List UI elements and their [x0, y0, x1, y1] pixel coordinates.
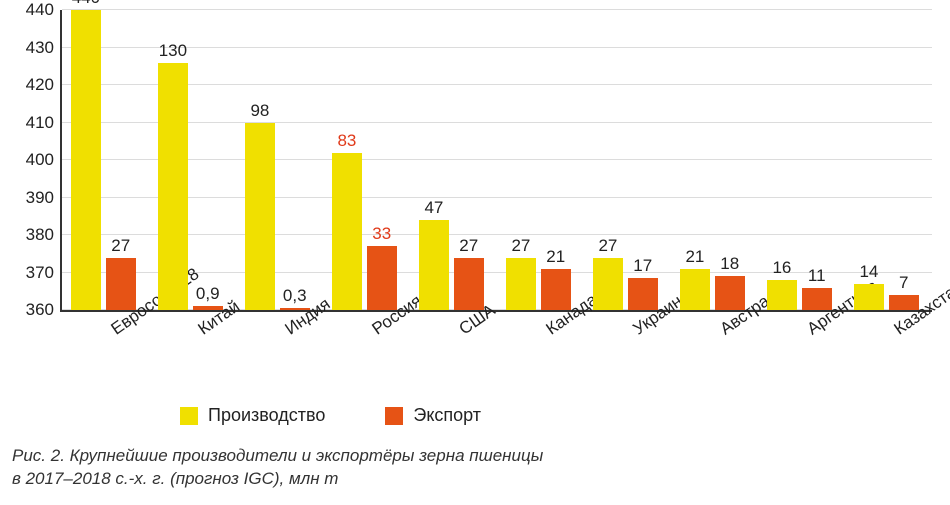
y-tick-label: 390: [26, 188, 62, 208]
bar-group: 4727США: [410, 10, 497, 310]
bar-group: 2118Австралия: [671, 10, 758, 310]
legend-item-production: Производство: [180, 405, 325, 426]
category-label: Китай: [194, 318, 213, 339]
category-label: Украина: [629, 318, 648, 339]
bar-group: 2721Канада: [497, 10, 584, 310]
y-tick-label: 410: [26, 113, 62, 133]
bar-group: 1611Аргентина: [758, 10, 845, 310]
plot-area: 36037038039040041042043044044027Евросоюз…: [60, 10, 932, 312]
category-label: США: [455, 318, 474, 339]
bar-value-label: 0,9: [196, 284, 220, 304]
bar-value-label: 47: [424, 198, 443, 218]
caption-line-1: Рис. 2. Крупнейшие производители и экспо…: [12, 446, 543, 465]
bar-export: 27: [454, 258, 484, 311]
bar-value-label: 0,3: [283, 286, 307, 306]
category-label: Индия: [281, 318, 300, 339]
bar-value-label: 130: [159, 41, 187, 61]
category-label: Евросоюз-28: [107, 318, 126, 339]
legend: Производство Экспорт: [180, 405, 481, 426]
bar-export: 21: [541, 269, 571, 310]
bar-value-label: 7: [899, 273, 908, 293]
caption-line-2: в 2017–2018 с.-х. г. (прогноз IGC), млн …: [12, 469, 338, 488]
bar-value-label: 16: [772, 258, 791, 278]
bar-production: 16: [767, 280, 797, 310]
y-tick-label: 420: [26, 75, 62, 95]
y-tick-label: 370: [26, 263, 62, 283]
bar-production: 47: [419, 220, 449, 310]
category-label: Канада: [542, 318, 561, 339]
bar-value-label: 83: [337, 131, 356, 151]
bar-group: 2717Украина: [584, 10, 671, 310]
y-tick-label: 440: [26, 0, 62, 20]
bar-value-label: 440: [72, 0, 100, 8]
bar-group: 147Казахстан: [845, 10, 932, 310]
legend-label-export: Экспорт: [413, 405, 481, 426]
bar-group: 980,3Индия: [236, 10, 323, 310]
bar-value-label: 21: [546, 247, 565, 267]
bar-group: 1300,9Китай: [149, 10, 236, 310]
bar-export: 27: [106, 258, 136, 311]
bar-group: 44027Евросоюз-28: [62, 10, 149, 310]
y-tick-label: 430: [26, 38, 62, 58]
bar-production: 440: [71, 10, 101, 310]
bar-production: 27: [506, 258, 536, 311]
bar-value-label: 18: [720, 254, 739, 274]
bar-value-label: 11: [808, 266, 826, 286]
bar-value-label: 27: [459, 236, 478, 256]
legend-swatch-production: [180, 407, 198, 425]
bar-value-label: 98: [250, 101, 269, 121]
bar-production: 130: [158, 63, 188, 311]
bar-value-label: 17: [633, 256, 652, 276]
legend-label-production: Производство: [208, 405, 325, 426]
bar-production: 98: [245, 123, 275, 311]
bar-production: 83: [332, 153, 362, 311]
bar-production: 21: [680, 269, 710, 310]
category-label: Россия: [368, 318, 387, 339]
chart-caption: Рис. 2. Крупнейшие производители и экспо…: [12, 445, 932, 491]
bar-production: 14: [854, 284, 884, 310]
category-label: Аргентина: [803, 318, 822, 339]
bar-value-label: 33: [372, 224, 391, 244]
y-tick-label: 380: [26, 225, 62, 245]
bar-value-label: 14: [859, 262, 878, 282]
y-tick-label: 360: [26, 300, 62, 320]
y-tick-label: 400: [26, 150, 62, 170]
legend-swatch-export: [385, 407, 403, 425]
legend-item-export: Экспорт: [385, 405, 481, 426]
bar-group: 8333Россия: [323, 10, 410, 310]
category-label: Австралия: [716, 318, 735, 339]
bar-value-label: 27: [111, 236, 130, 256]
bar-value-label: 27: [511, 236, 530, 256]
bar-value-label: 21: [685, 247, 704, 267]
bar-production: 27: [593, 258, 623, 311]
bar-export: 33: [367, 246, 397, 310]
wheat-chart: 36037038039040041042043044044027Евросоюз…: [0, 0, 950, 505]
bar-value-label: 27: [598, 236, 617, 256]
category-label: Казахстан: [890, 318, 909, 339]
